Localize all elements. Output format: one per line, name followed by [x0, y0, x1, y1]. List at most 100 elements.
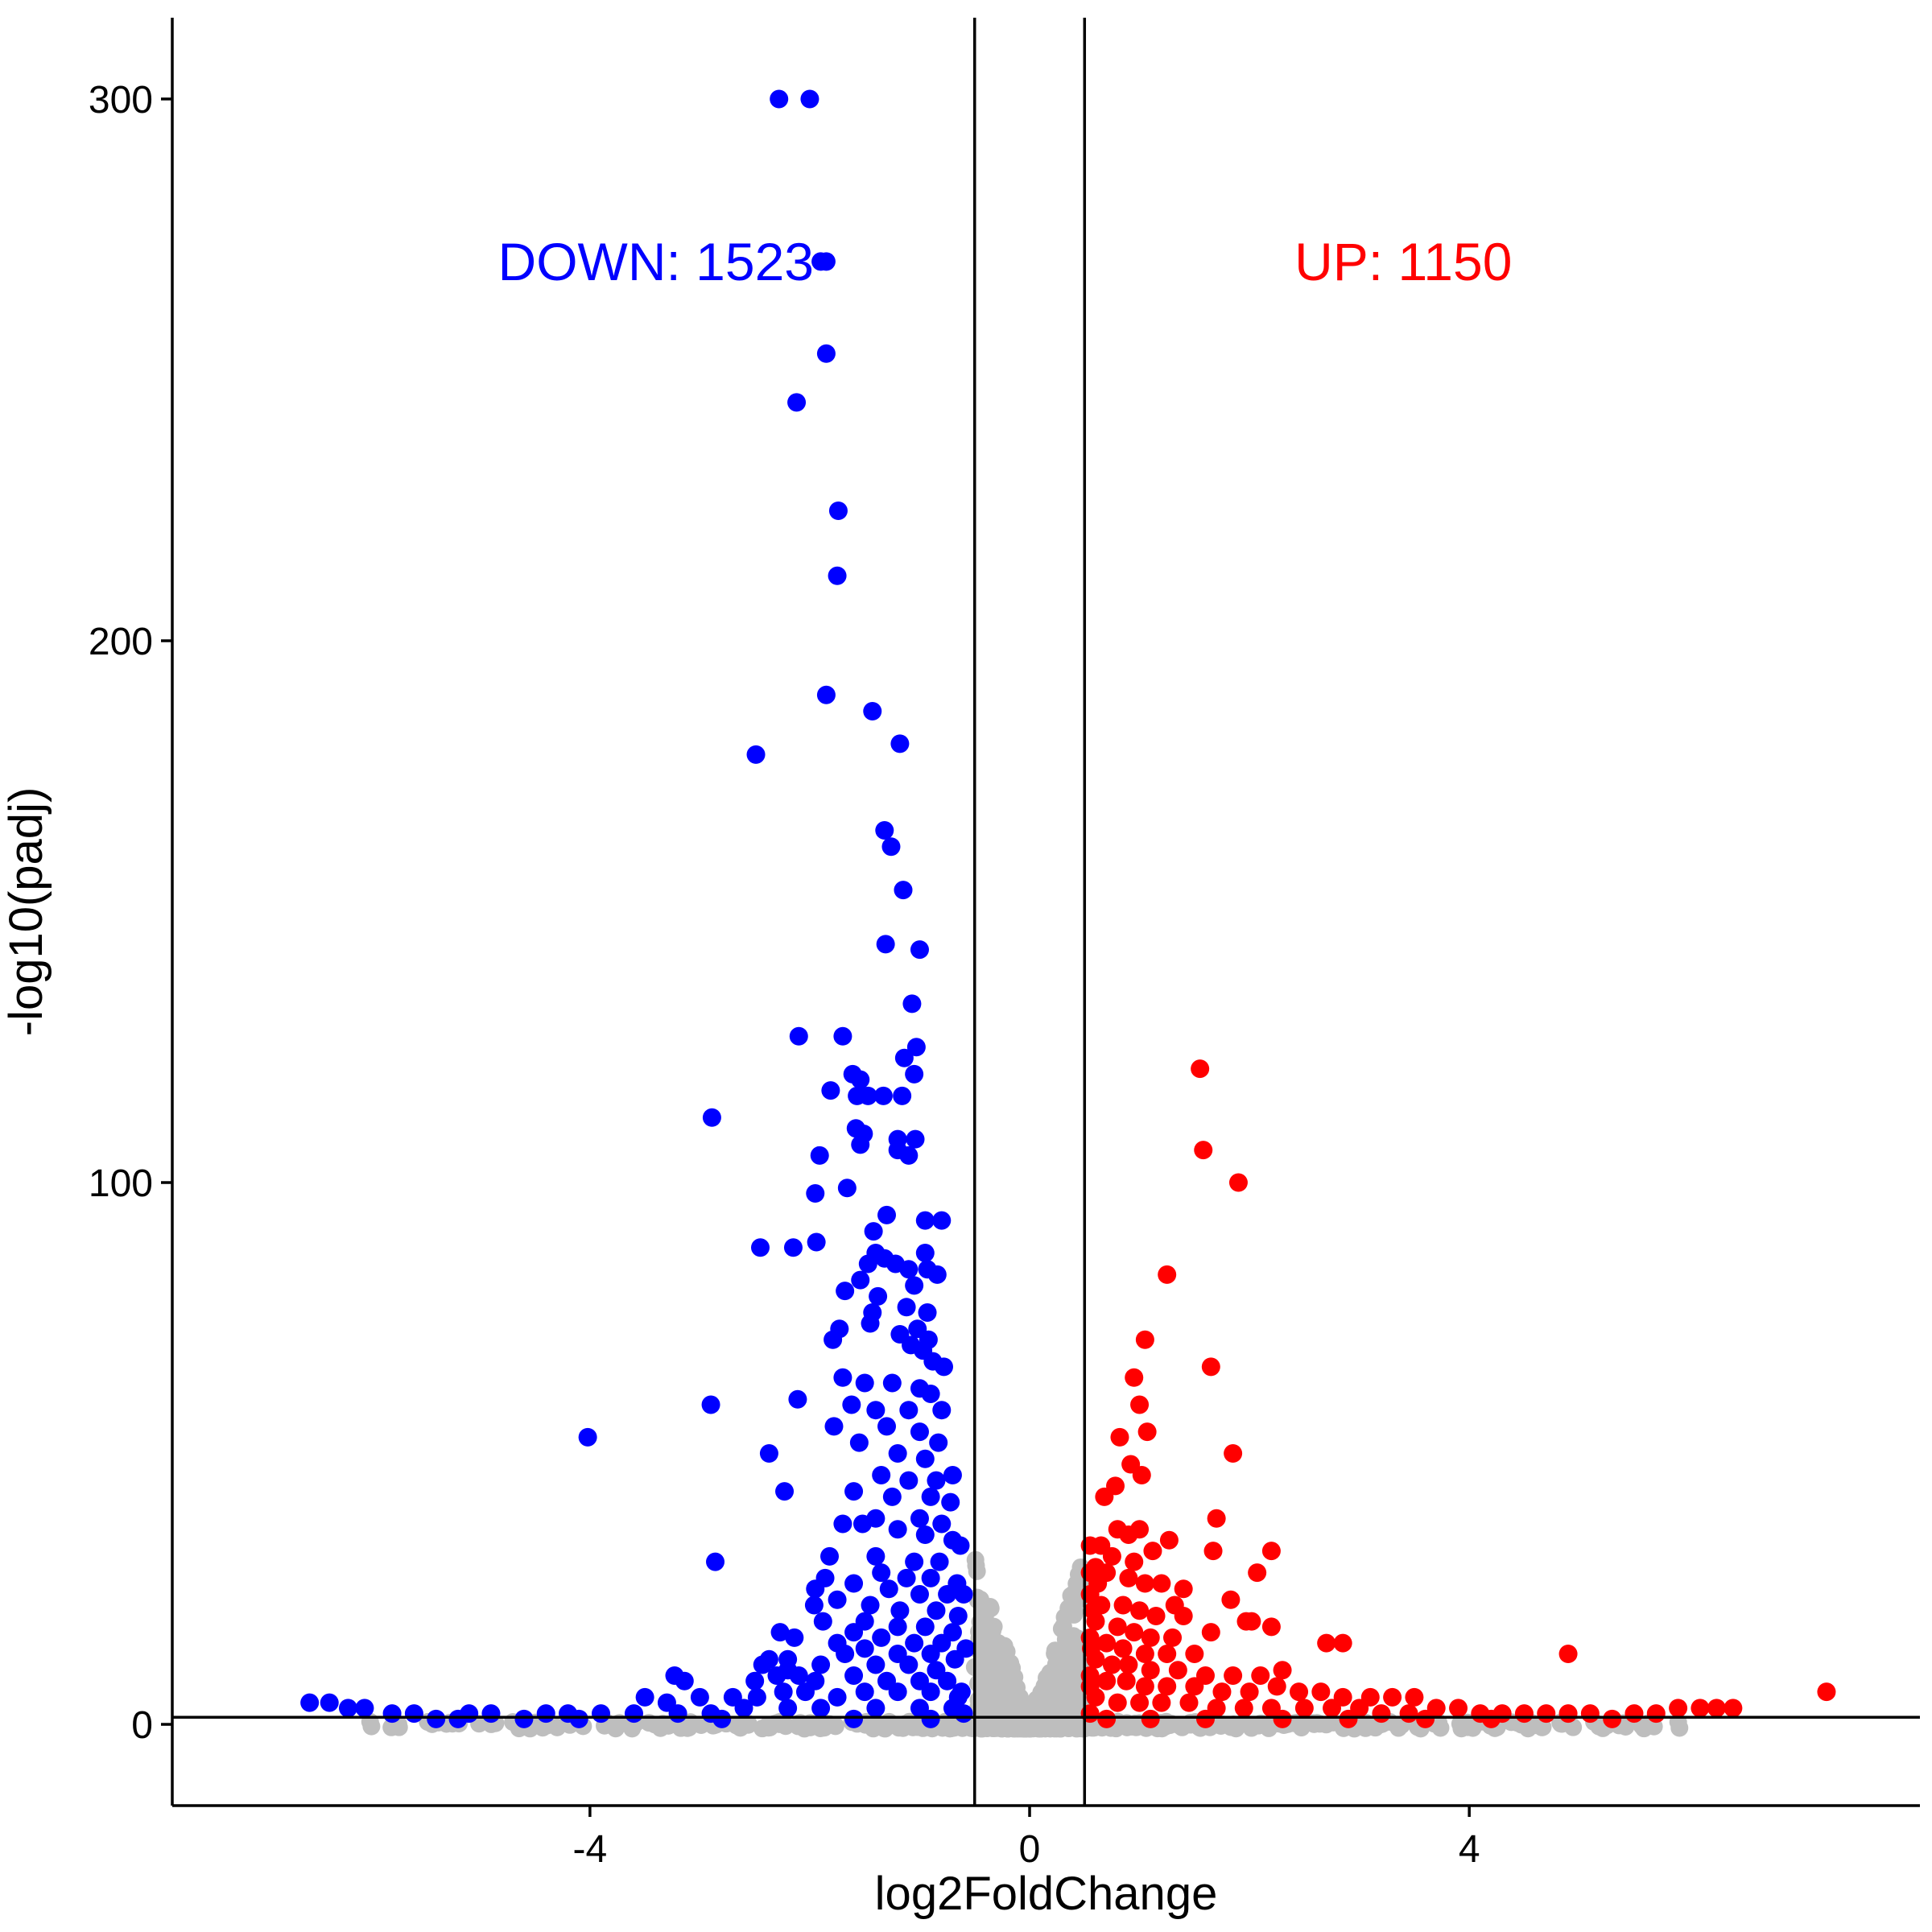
down-point [789, 1666, 808, 1685]
down-point [807, 1232, 826, 1252]
ns-point [826, 1717, 844, 1736]
down-point [866, 1546, 886, 1566]
down-point [382, 1704, 402, 1724]
down-point [858, 1254, 877, 1274]
up-point [1399, 1704, 1418, 1724]
up-point [1130, 1693, 1150, 1712]
down-point [915, 1525, 935, 1544]
up-point [1224, 1666, 1243, 1685]
up-point [1158, 1265, 1177, 1284]
down-point [785, 1628, 804, 1647]
down-point [828, 501, 848, 520]
down-point [855, 1682, 874, 1702]
up-point [1212, 1682, 1232, 1702]
ns-point [1431, 1719, 1450, 1737]
up-point [1311, 1682, 1331, 1702]
up-point [1228, 1173, 1248, 1192]
down-point [927, 1265, 947, 1284]
y-axis-title: -log10(padj) [0, 787, 52, 1037]
ns-point [881, 1716, 900, 1735]
up-point [1481, 1709, 1501, 1728]
down-point [836, 1645, 855, 1664]
up-point [1724, 1699, 1743, 1718]
down-point [404, 1704, 423, 1724]
ns-point [1005, 1695, 1023, 1714]
up-point [1317, 1633, 1336, 1653]
down-point [844, 1623, 864, 1642]
down-point [750, 1238, 770, 1257]
up-point [1372, 1704, 1391, 1724]
up-point [1690, 1699, 1710, 1718]
down-point [938, 1585, 957, 1604]
down-point [849, 1433, 869, 1452]
ns-point [1038, 1668, 1057, 1686]
down-point [800, 89, 819, 109]
down-point [789, 1026, 808, 1046]
up-point [1137, 1422, 1157, 1442]
y-tick-label: 0 [131, 1704, 153, 1747]
y-tick-label: 300 [89, 79, 153, 122]
down-point [935, 1357, 954, 1377]
annotations: DOWN: 1523 UP: 1150 [498, 232, 1513, 291]
down-point [899, 1401, 919, 1420]
up-point [1203, 1542, 1223, 1561]
down-point [804, 1596, 824, 1615]
up-point [1168, 1661, 1187, 1680]
down-point [910, 940, 929, 960]
up-point [1125, 1552, 1144, 1571]
up-point [1163, 1628, 1183, 1647]
down-point [932, 1514, 952, 1534]
down-point [701, 1395, 720, 1414]
down-point [481, 1704, 501, 1724]
down-point [915, 1244, 935, 1263]
down-point [774, 1682, 793, 1702]
up-point [1236, 1612, 1256, 1631]
ns-point [1311, 1715, 1329, 1733]
down-point [956, 1639, 976, 1658]
down-point [514, 1709, 534, 1728]
ns-point [1232, 1715, 1251, 1733]
down-point [858, 1086, 877, 1105]
up-point [1108, 1693, 1127, 1712]
down-point [448, 1709, 468, 1728]
down-point [851, 1070, 870, 1089]
down-point [806, 1579, 825, 1599]
down-point [861, 1314, 880, 1333]
x-tick-label: -4 [573, 1828, 608, 1871]
down-point [894, 881, 913, 900]
up-point [1097, 1709, 1117, 1728]
ns-point [985, 1617, 1003, 1636]
ns-point [795, 1719, 814, 1738]
up-point [1135, 1677, 1154, 1696]
ns-point [362, 1717, 381, 1736]
up-point [1141, 1709, 1160, 1728]
down-point [770, 1623, 790, 1642]
ns-point [938, 1715, 956, 1733]
up-point [1135, 1330, 1154, 1349]
up-point [1707, 1699, 1726, 1718]
down-point [828, 1590, 847, 1609]
up-point [1558, 1645, 1578, 1664]
down-point [836, 1282, 855, 1301]
up-point [1234, 1699, 1253, 1718]
down-point [888, 1617, 907, 1637]
down-point [788, 1389, 807, 1409]
tick-marks [161, 97, 1471, 1817]
down-point [893, 1086, 912, 1105]
down-point [943, 1465, 962, 1484]
y-tick-label: 200 [89, 621, 153, 663]
down-point [842, 1395, 861, 1414]
down-point [872, 1628, 891, 1647]
down-point [954, 1704, 973, 1724]
up-point [1251, 1666, 1270, 1685]
down-point [897, 1298, 916, 1317]
up-point [1174, 1579, 1193, 1599]
down-point [866, 1401, 886, 1420]
ns-point [981, 1682, 1000, 1701]
down-point [877, 1205, 897, 1224]
ns-point [973, 1652, 992, 1670]
up-point [1207, 1509, 1226, 1528]
up-point [1143, 1542, 1162, 1561]
x-tick-label: 0 [1019, 1828, 1041, 1871]
down-point [783, 1238, 803, 1257]
